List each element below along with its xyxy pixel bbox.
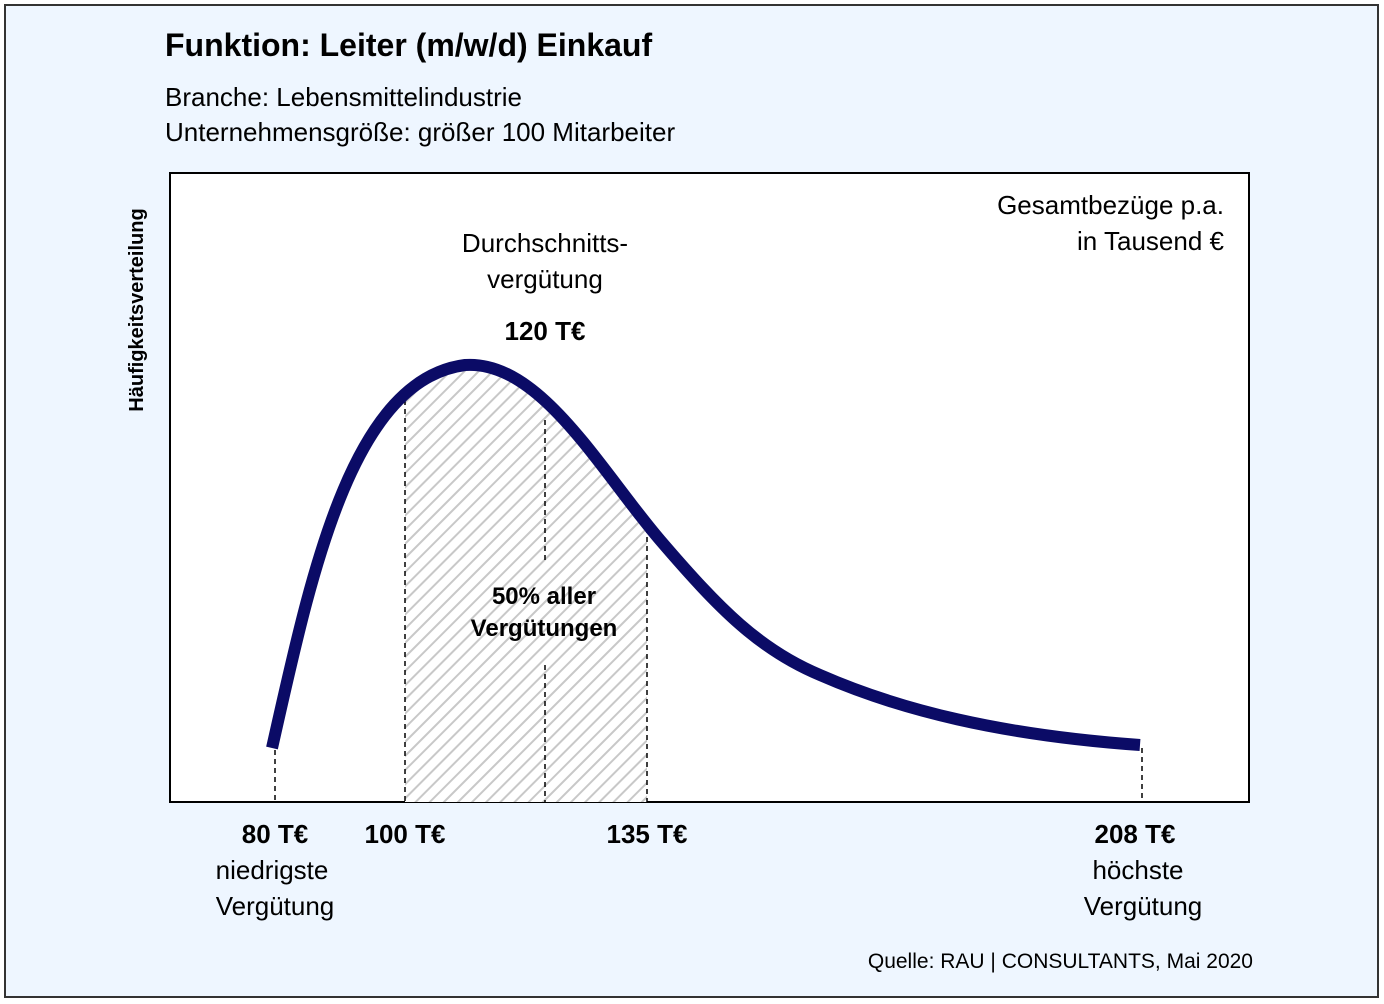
subtitle: Unternehmensgröße: größer 100 Mitarbeite…: [165, 117, 675, 147]
marker-caption: höchste: [1092, 855, 1183, 885]
marker-label: 135 T€: [607, 819, 688, 849]
source: Quelle: RAU | CONSULTANTS, Mai 2020: [868, 950, 1253, 973]
title: Funktion: Leiter (m/w/d) Einkauf: [165, 27, 652, 63]
marker-label: 208 T€: [1095, 819, 1176, 849]
marker-label: 100 T€: [365, 819, 446, 849]
distribution-curve: [266, 358, 1141, 751]
plot-area: [169, 172, 1250, 803]
y-axis-label: Häufigkeitsverteilung: [126, 208, 148, 411]
subtitle: Branche: Lebensmittelindustrie: [165, 82, 522, 112]
marker-caption: Vergütung: [216, 891, 335, 921]
marker-label: 80 T€: [242, 819, 309, 849]
marker-caption: Vergütung: [1084, 891, 1203, 921]
average-label: Durchschnitts-: [462, 228, 628, 258]
unit-note: in Tausend €: [1077, 226, 1225, 256]
average-value: 120 T€: [505, 316, 586, 346]
marker-caption: niedrigste: [216, 855, 329, 885]
marker-lines: [274, 400, 1143, 802]
average-label: vergütung: [487, 264, 603, 294]
middle-range-label: 50% aller: [492, 583, 596, 610]
middle-range-label: Vergütungen: [471, 615, 618, 642]
unit-note: Gesamtbezüge p.a.: [997, 190, 1224, 220]
